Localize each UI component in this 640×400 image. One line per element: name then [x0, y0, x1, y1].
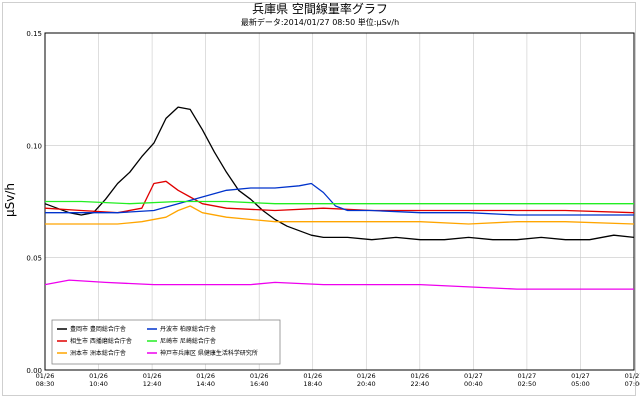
x-tick-date: 01/26: [410, 372, 429, 380]
y-tick-label: 0.00: [26, 367, 42, 375]
x-tick-date: 01/26: [143, 372, 162, 380]
x-tick-time: 08:30: [36, 380, 55, 388]
x-tick-time: 20:40: [357, 380, 376, 388]
chart-title: 兵庫県 空間線量率グラフ: [252, 1, 388, 16]
y-tick-label: 0.05: [26, 255, 42, 263]
x-tick-date: 01/26: [36, 372, 55, 380]
legend-label: 神戸市兵庫区 県健康生活科学研究所: [160, 349, 258, 357]
x-tick-date: 01/26: [250, 372, 269, 380]
x-tick-time: 02:50: [518, 380, 537, 388]
legend-box: [51, 319, 281, 365]
x-tick-date: 01/27: [625, 372, 640, 380]
x-tick-date: 01/26: [303, 372, 322, 380]
y-axis-label: μSv/h: [3, 183, 17, 217]
series-lines: [44, 106, 635, 290]
chart-subtitle: 最新データ:2014/01/27 08:50 単位:μSv/h: [241, 17, 399, 27]
legend-label: 相生市 西播磨総合庁舎: [70, 337, 132, 345]
y-tick-label: 0.10: [26, 142, 42, 150]
series-line-1: [44, 106, 635, 241]
x-tick-time: 12:40: [143, 380, 162, 388]
x-tick-date: 01/26: [89, 372, 108, 380]
grid-lines: [44, 32, 635, 371]
x-tick-date: 01/27: [571, 372, 590, 380]
y-tick-labels: 0.00 0.05 0.10 0.15: [26, 30, 42, 375]
x-tick-time: 14:40: [196, 380, 215, 388]
x-tick-time: 05:00: [571, 380, 590, 388]
series-line-6: [44, 279, 634, 290]
x-tick-date: 01/26: [357, 372, 376, 380]
x-tick-time: 10:40: [89, 380, 108, 388]
x-tick-time: 00:40: [464, 380, 483, 388]
legend-label: 丹波市 柏原総合庁舎: [160, 325, 216, 333]
series-line-4: [45, 182, 634, 216]
y-tick-label: 0.15: [26, 30, 42, 38]
series-line-5: [45, 200, 634, 205]
x-tick-time: 07:00: [625, 380, 640, 388]
x-tick-time: 16:40: [250, 380, 269, 388]
legend-label: 洲本市 洲本総合庁舎: [70, 349, 126, 357]
legend-label: 尼崎市 尼崎総合庁舎: [160, 337, 216, 345]
x-tick-labels: 01/2608:3001/2610:4001/2612:4001/2614:40…: [36, 372, 640, 388]
x-tick-date: 01/26: [196, 372, 215, 380]
series-line-3: [45, 205, 635, 225]
plot-area-border: [44, 32, 635, 371]
series-line-2: [44, 180, 635, 214]
x-tick-date: 01/27: [518, 372, 537, 380]
x-tick-date: 01/27: [464, 372, 483, 380]
x-tick-time: 22:40: [410, 380, 429, 388]
x-tick-time: 18:40: [303, 380, 322, 388]
legend-label: 豊岡市 豊岡総合庁舎: [70, 325, 126, 333]
